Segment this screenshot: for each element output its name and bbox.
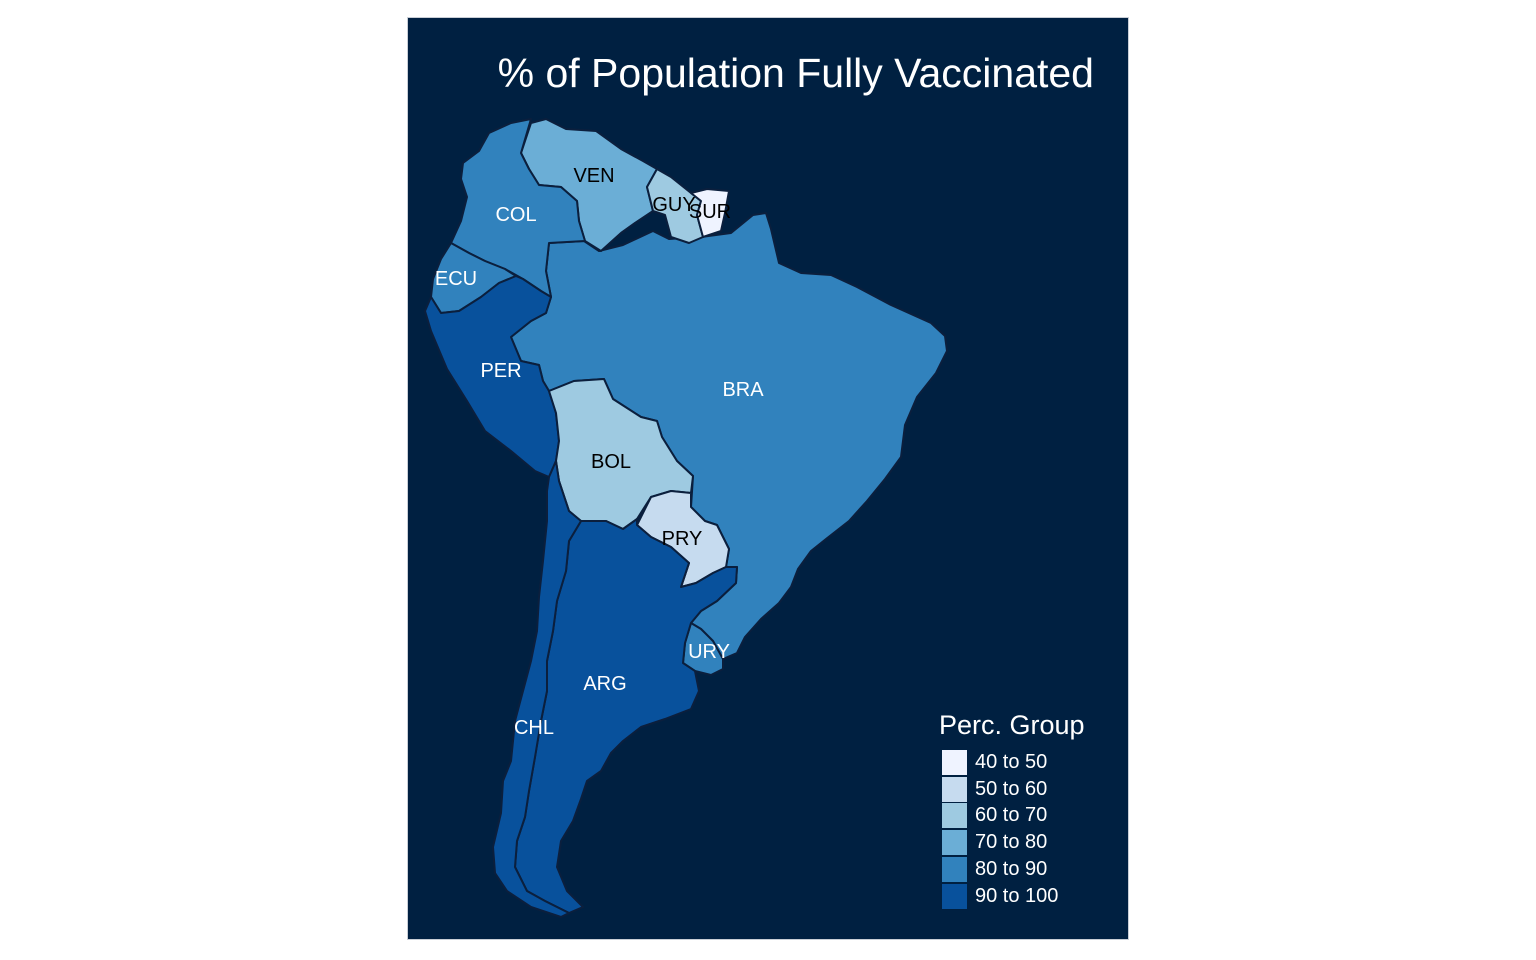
label-pry: PRY bbox=[662, 528, 703, 550]
legend-label: 90 to 100 bbox=[975, 884, 1059, 907]
map-title: % of Population Fully Vaccinated bbox=[497, 50, 1094, 96]
legend-swatch bbox=[942, 803, 967, 829]
legend-item: 70 to 80 bbox=[939, 829, 1085, 856]
legend-item: 50 to 60 bbox=[939, 776, 1085, 803]
country-guy[interactable] bbox=[646, 168, 704, 244]
label-ven: VEN bbox=[573, 165, 614, 187]
legend-label: 80 to 90 bbox=[975, 858, 1048, 881]
label-sur: SUR bbox=[689, 201, 731, 223]
label-col: COL bbox=[495, 204, 536, 226]
legend-label: 40 to 50 bbox=[975, 750, 1048, 773]
legend-item: 90 to 100 bbox=[939, 883, 1085, 910]
label-chl: CHL bbox=[514, 717, 554, 739]
label-guy: GUY bbox=[652, 194, 695, 216]
legend-item: 80 to 90 bbox=[939, 856, 1085, 883]
legend-label: 50 to 60 bbox=[975, 777, 1048, 800]
label-ecu: ECU bbox=[435, 268, 477, 290]
legend-item: 40 to 50 bbox=[939, 749, 1085, 776]
label-bol: BOL bbox=[591, 451, 631, 473]
label-per: PER bbox=[480, 360, 521, 382]
legend-item: 60 to 70 bbox=[939, 803, 1085, 830]
label-ury: URY bbox=[688, 641, 730, 663]
label-arg: ARG bbox=[583, 673, 626, 695]
legend-swatch bbox=[942, 830, 967, 856]
country-sur[interactable] bbox=[690, 188, 730, 238]
country-chl[interactable] bbox=[492, 460, 582, 918]
legend-label: 70 to 80 bbox=[975, 831, 1048, 854]
country-per[interactable] bbox=[424, 275, 560, 478]
legend-swatch bbox=[942, 776, 967, 802]
legend-label: 60 to 70 bbox=[975, 804, 1048, 827]
label-bra: BRA bbox=[722, 379, 764, 401]
legend-swatch bbox=[942, 857, 967, 883]
legend: Perc. Group 40 to 50 50 to 60 60 to 70 7… bbox=[939, 710, 1085, 910]
legend-title: Perc. Group bbox=[939, 710, 1085, 740]
map-panel: VEN COL GUY SUR ECU PER BRA BOL PRY URY … bbox=[407, 17, 1129, 940]
legend-swatch bbox=[942, 749, 967, 775]
choropleth-map: VEN COL GUY SUR ECU PER BRA BOL PRY URY … bbox=[424, 118, 948, 918]
legend-swatch bbox=[942, 883, 967, 909]
